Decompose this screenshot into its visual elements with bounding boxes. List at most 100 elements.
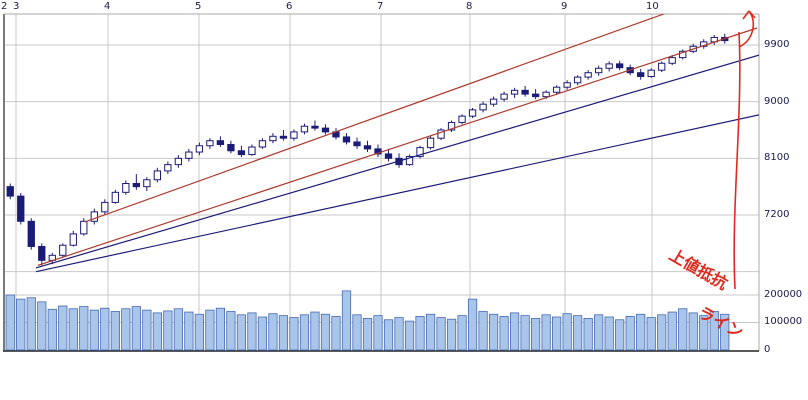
volume-axis-label: 0 (764, 344, 771, 355)
candle-body (605, 63, 613, 69)
candle-body (647, 69, 655, 77)
candle-body (195, 145, 204, 153)
candle-body (573, 76, 582, 84)
candle-body (563, 82, 571, 88)
candle-body (510, 89, 519, 95)
volume-bar (404, 320, 415, 351)
candle-body (227, 143, 235, 152)
volume-bar (362, 317, 373, 351)
candle-body (111, 191, 119, 203)
candle-body (584, 72, 592, 78)
candle-body (479, 103, 487, 111)
candle-body (500, 93, 508, 100)
volume-axis-label: 100000 (764, 316, 803, 327)
volume-bar (58, 305, 68, 351)
volume-bar (26, 297, 36, 351)
volume-bar (173, 308, 183, 351)
candle-body (80, 220, 88, 235)
volume-bar (68, 308, 78, 351)
candle-body (258, 140, 267, 148)
volume-bar (142, 309, 152, 351)
candle-body (153, 170, 162, 181)
candle-body (637, 72, 645, 77)
volume-bar (604, 316, 614, 351)
volume-bar (5, 294, 15, 351)
volume-bar (720, 313, 730, 351)
volume-bar (152, 312, 162, 351)
volume-bar (236, 314, 247, 351)
candle-body (468, 109, 477, 117)
up-arrow-icon (738, 10, 755, 48)
candle-body (437, 129, 445, 139)
volume-bar (594, 314, 604, 351)
volume-bar (257, 316, 268, 351)
candle-body (174, 157, 183, 166)
candle-body (679, 50, 687, 59)
candle-body (342, 136, 351, 143)
volume-bar (457, 315, 467, 351)
navy-support-lower (35, 114, 759, 273)
volume-bar (562, 313, 572, 351)
candle-body (17, 195, 25, 222)
volume-bar (247, 312, 257, 351)
volume-bar (79, 306, 89, 351)
volume-bar (520, 315, 530, 351)
volume-bar (625, 316, 635, 351)
resistance-annotation-text-1: 上値抵抗 (666, 245, 731, 293)
volume-bar (415, 316, 425, 351)
candle-body (311, 125, 319, 129)
volume-bar (615, 319, 625, 351)
volume-bar (320, 313, 331, 351)
volume-bar (488, 313, 499, 351)
candle-body (363, 145, 372, 150)
candle-body (552, 86, 561, 93)
candle-body (132, 183, 140, 188)
x-axis-label: 10 (646, 1, 659, 12)
candle-body (248, 146, 256, 156)
volume-axis-label: 200000 (764, 289, 803, 300)
volume-bar (699, 315, 709, 351)
volume-bar (289, 317, 299, 351)
volume-bar (541, 314, 551, 351)
volume-bar (688, 312, 698, 351)
volume-bar (331, 316, 341, 351)
volume-bar (552, 316, 562, 351)
volume-bar (226, 311, 236, 351)
x-axis-label: 7 (377, 1, 384, 12)
volume-bar (89, 309, 99, 351)
volume-bar (478, 311, 488, 351)
candle-body (668, 57, 676, 64)
x-axis-label: 9 (561, 1, 568, 12)
volume-bar (531, 317, 541, 351)
price-axis-label: 9900 (764, 39, 790, 50)
candle-body (447, 121, 456, 131)
candle-body (27, 220, 35, 247)
volume-bar (709, 311, 719, 351)
candle-body (531, 93, 540, 98)
volume-bar (299, 314, 310, 351)
candle-body (69, 233, 77, 246)
volume-bar (636, 313, 646, 351)
navy-support-upper (35, 54, 759, 269)
candle-body (489, 98, 498, 105)
volume-bar (583, 317, 593, 351)
x-axis-label: 6 (286, 1, 293, 12)
candle-body (38, 245, 46, 261)
x-axis-label: 5 (195, 1, 202, 12)
resistance-vertical-line (733, 31, 741, 290)
volume-bar (436, 317, 446, 351)
volume-bar (100, 307, 110, 351)
volume-bar (121, 308, 131, 351)
candle-body (59, 244, 67, 256)
volume-bar (215, 307, 226, 351)
volume-bar (131, 306, 141, 351)
volume-bar (341, 290, 352, 351)
candle-body (595, 67, 603, 74)
volume-bar (184, 311, 194, 351)
volume-bar (310, 311, 320, 351)
candles (6, 33, 729, 266)
candle-body (426, 137, 435, 149)
volume-bar (373, 315, 383, 351)
volume-bar (268, 313, 278, 351)
